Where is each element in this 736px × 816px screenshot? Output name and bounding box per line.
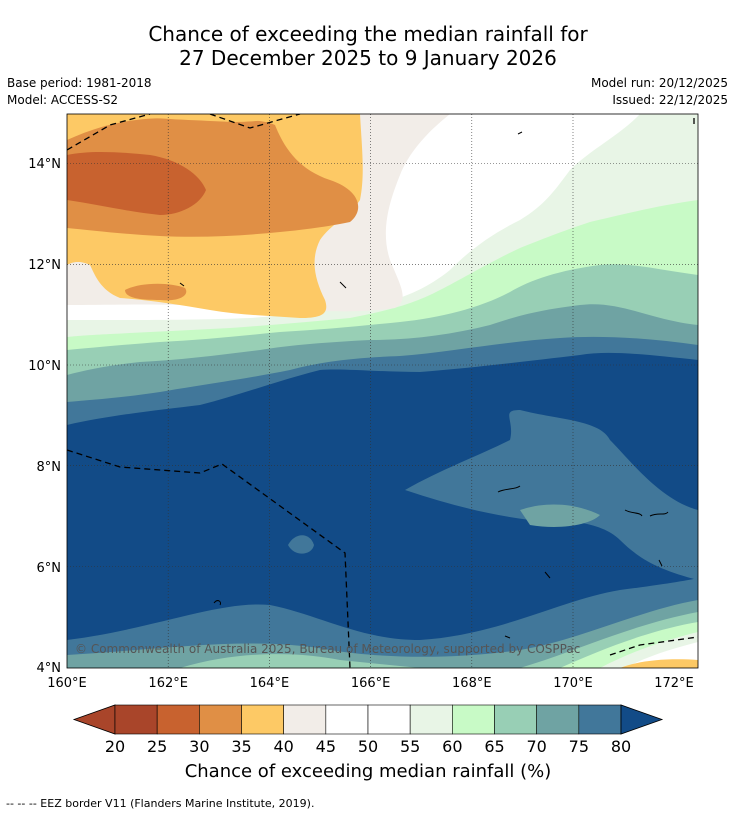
colorbar-label: 40	[273, 737, 293, 756]
lon-tick-label: 160°E	[47, 676, 87, 691]
lon-tick-label: 164°E	[250, 676, 290, 691]
colorbar-label: 60	[442, 737, 462, 756]
colorbar-cell	[325, 704, 369, 735]
colorbar-cell	[367, 704, 411, 735]
lon-tick-label: 172°E	[654, 676, 694, 691]
colorbar-cell	[494, 704, 537, 735]
colorbar-label: 70	[526, 737, 546, 756]
issued-date: Issued: 22/12/2025	[612, 93, 728, 107]
lat-axis: 14°N 12°N 10°N 8°N 6°N 4°N	[28, 157, 61, 676]
colorbar-cell	[452, 704, 495, 735]
small-blob-35	[125, 283, 187, 301]
small-blob-75	[288, 535, 314, 554]
lon-tick-label: 168°E	[452, 676, 492, 691]
colorbar-label: 30	[189, 737, 209, 756]
footnote: -- -- -- EEZ border V11 (Flanders Marine…	[6, 797, 315, 810]
colorbar-title: Chance of exceeding median rainfall (%)	[184, 761, 552, 782]
model-run: Model run: 20/12/2025	[590, 76, 728, 90]
lon-axis: 160°E 162°E 164°E 166°E 168°E 170°E 172°…	[47, 676, 694, 691]
colorbar-label: 65	[484, 737, 504, 756]
colorbar-label: 25	[147, 737, 167, 756]
north-band-30	[67, 151, 206, 215]
model-name: Model: ACCESS-S2	[7, 93, 119, 107]
islands	[179, 131, 669, 639]
colorbar-cells	[114, 704, 622, 735]
colorbar-cell	[283, 704, 327, 735]
map-area: © Commonwealth of Australia 2025, Bureau…	[67, 114, 698, 668]
lat-tick-label: 14°N	[28, 157, 61, 172]
colorbar-labels: 20 25 30 35 40 45 50 55 60 65 70 75 80	[105, 737, 631, 756]
colorbar-label: 50	[358, 737, 378, 756]
south-band-40	[620, 659, 698, 668]
colorbar-cell	[156, 704, 200, 735]
lat-tick-label: 12°N	[28, 258, 61, 273]
colorbar-low-extension	[72, 704, 116, 735]
mid-band-70	[520, 504, 600, 527]
lat-tick-label: 10°N	[28, 359, 61, 374]
colorbar-high-extension	[620, 704, 664, 735]
lat-tick-label: 8°N	[37, 460, 62, 475]
south-band-70	[67, 600, 698, 668]
colorbar-cell	[241, 704, 284, 735]
copyright-notice: © Commonwealth of Australia 2025, Bureau…	[75, 642, 580, 656]
mid-band-75	[405, 410, 698, 580]
colorbar-label: 55	[400, 737, 420, 756]
lat-tick-label: 4°N	[37, 661, 62, 676]
title-line-1: Chance of exceeding the median rainfall …	[148, 22, 588, 46]
lon-tick-label: 162°E	[148, 676, 188, 691]
title-line-2: 27 December 2025 to 9 January 2026	[179, 46, 557, 70]
colorbar-label: 45	[316, 737, 336, 756]
gridlines	[67, 114, 698, 668]
base-period: Base period: 1981-2018	[7, 76, 152, 90]
colorbar-cell	[114, 704, 158, 735]
eez-borders	[67, 114, 698, 668]
colorbar-cell	[199, 704, 242, 735]
lon-tick-label: 170°E	[553, 676, 593, 691]
lon-tick-label: 166°E	[351, 676, 391, 691]
colorbar-label: 80	[611, 737, 631, 756]
top-band-40	[120, 114, 300, 122]
colorbar-cell	[536, 704, 580, 735]
colorbar-label: 75	[569, 737, 589, 756]
colorbar-label: 20	[105, 737, 125, 756]
lat-tick-label: 6°N	[37, 561, 62, 576]
map-frame	[66, 113, 699, 669]
colorbar-label: 35	[231, 737, 251, 756]
south-band-65	[180, 612, 698, 668]
colorbar: 20 25 30 35 40 45 50 55 60 65 70 75 80	[72, 704, 664, 756]
colorbar-cell	[409, 704, 453, 735]
colorbar-cell	[578, 704, 622, 735]
